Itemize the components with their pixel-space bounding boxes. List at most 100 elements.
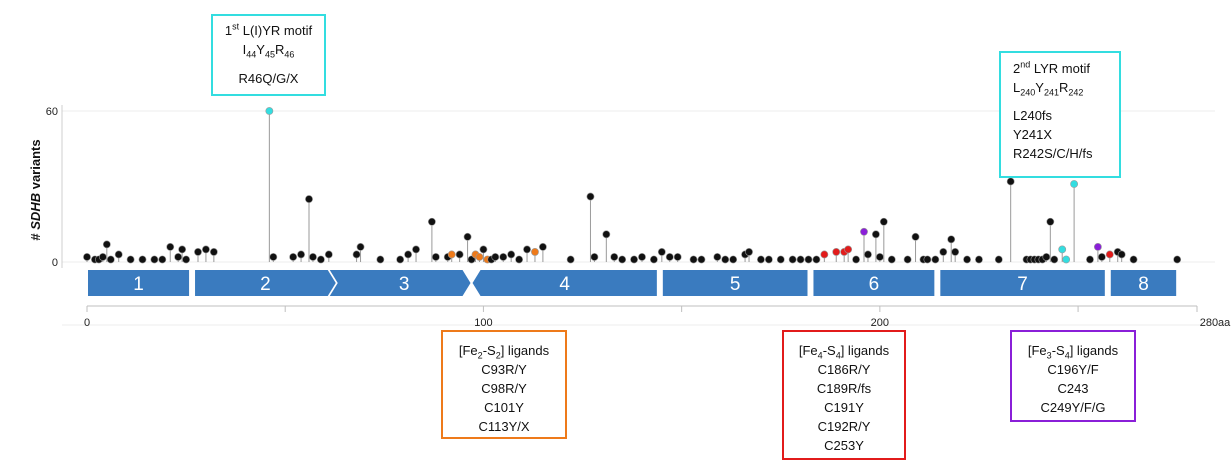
variant-point <box>1006 177 1015 186</box>
variant-point <box>305 195 313 203</box>
variant-point <box>875 253 884 261</box>
variant-point <box>507 250 516 259</box>
variant-point <box>316 255 325 264</box>
variant-point <box>538 242 547 251</box>
variant-point <box>1105 250 1114 259</box>
variant-point <box>289 253 298 261</box>
exon-3-label: 3 <box>399 274 410 295</box>
variant-point <box>376 255 385 264</box>
variant-point <box>852 255 860 264</box>
variant-point <box>657 248 666 256</box>
y-axis-label-gene: SDHB <box>28 193 43 230</box>
variant-point <box>98 253 107 261</box>
variant-point <box>463 232 472 241</box>
variant-point <box>951 248 960 256</box>
variant-point <box>923 255 932 264</box>
variant-point <box>182 255 191 264</box>
exon-4-block <box>472 270 657 296</box>
variant-point <box>764 255 773 264</box>
x-tick-label: 280aa <box>1200 317 1231 329</box>
variant-point <box>844 245 853 254</box>
variant-point <box>665 253 674 261</box>
variant-point <box>721 255 730 264</box>
variant-point <box>1050 255 1059 264</box>
fe4s4-variant: C253Y <box>824 438 864 453</box>
lyr2-annotation-box: 2nd LYR motif L240Y241R242 L240fs Y241X … <box>999 51 1121 178</box>
fe4s4-title: [Fe4-S4] ligands <box>798 343 890 361</box>
fe4s4-variant: C191Y <box>824 400 864 415</box>
variant-point <box>1129 255 1138 264</box>
y-axis-label: # SDHB variants <box>28 139 43 240</box>
variant-point <box>499 253 508 261</box>
variant-point <box>114 250 123 259</box>
variant-point <box>610 253 619 261</box>
lyr2-variant: Y241X <box>1013 127 1053 142</box>
fe2s2-variant: C113Y/X <box>478 419 530 434</box>
variant-point <box>269 253 278 261</box>
variant-point <box>479 245 488 254</box>
variant-point <box>1086 255 1094 264</box>
exon-1-block <box>88 270 190 296</box>
variant-point <box>879 217 888 226</box>
variant-point <box>194 248 202 256</box>
variant-point <box>630 255 638 264</box>
variant-point <box>638 253 646 261</box>
variant-point <box>396 255 405 264</box>
y-tick-label: 60 <box>46 106 58 118</box>
variant-point <box>812 255 821 264</box>
variant-point <box>804 255 813 264</box>
x-tick-label: 100 <box>474 317 492 329</box>
exon-2-label: 2 <box>260 274 271 295</box>
variant-point <box>566 255 575 264</box>
variant-point <box>1046 217 1055 226</box>
exon-3-block <box>329 270 471 296</box>
variant-point <box>689 255 698 264</box>
fe3s4-variant: C196Y/F <box>1047 362 1099 377</box>
variant-point <box>903 255 912 264</box>
variant-point <box>138 255 147 264</box>
fe2s2-variant: C101Y <box>484 400 524 415</box>
exon-4-label: 4 <box>559 274 570 295</box>
variant-point <box>618 255 627 264</box>
y-axis-label-prefix: # <box>28 230 43 241</box>
variant-point <box>832 248 841 256</box>
variant-point <box>431 253 440 261</box>
fe4s4-variant: C192R/Y <box>817 419 871 434</box>
variant-point <box>83 253 91 261</box>
variant-point <box>174 253 183 261</box>
fe3s4-variant: C243 <box>1057 381 1089 396</box>
variant-point <box>531 248 539 256</box>
variant-point <box>745 248 753 256</box>
variant-point <box>860 227 868 236</box>
variant-point <box>356 242 365 251</box>
variant-point <box>126 255 135 264</box>
lyr1-title: 1st L(I)YR motif <box>224 21 313 38</box>
variant-point <box>309 253 317 261</box>
variant-point <box>202 245 210 254</box>
variant-point <box>158 255 167 264</box>
fe4s4-variant: C189R/fs <box>816 381 872 396</box>
variant-point <box>975 255 983 264</box>
variant-point <box>1070 180 1079 188</box>
variant-point <box>820 250 829 259</box>
variant-point <box>586 192 595 201</box>
fe3s4-title: [Fe3-S4] ligands <box>1027 343 1119 361</box>
variant-point <box>864 250 872 259</box>
variant-point <box>1058 245 1067 254</box>
variant-point <box>324 250 333 259</box>
exon-5-label: 5 <box>730 274 741 295</box>
variant-point <box>475 253 484 261</box>
exon-1-label: 1 <box>133 274 144 295</box>
variant-point <box>447 250 456 259</box>
exon-6-label: 6 <box>869 274 880 295</box>
variant-point <box>523 245 531 254</box>
variant-point <box>1173 255 1182 264</box>
variant-point <box>178 245 187 254</box>
exon-7-block <box>940 270 1105 296</box>
lyr2-variant: L240fs <box>1013 108 1053 123</box>
variant-point <box>713 253 722 261</box>
variant-point <box>939 248 948 256</box>
exon-6-block <box>813 270 935 296</box>
variant-point <box>209 248 218 256</box>
variant-point <box>404 250 413 259</box>
